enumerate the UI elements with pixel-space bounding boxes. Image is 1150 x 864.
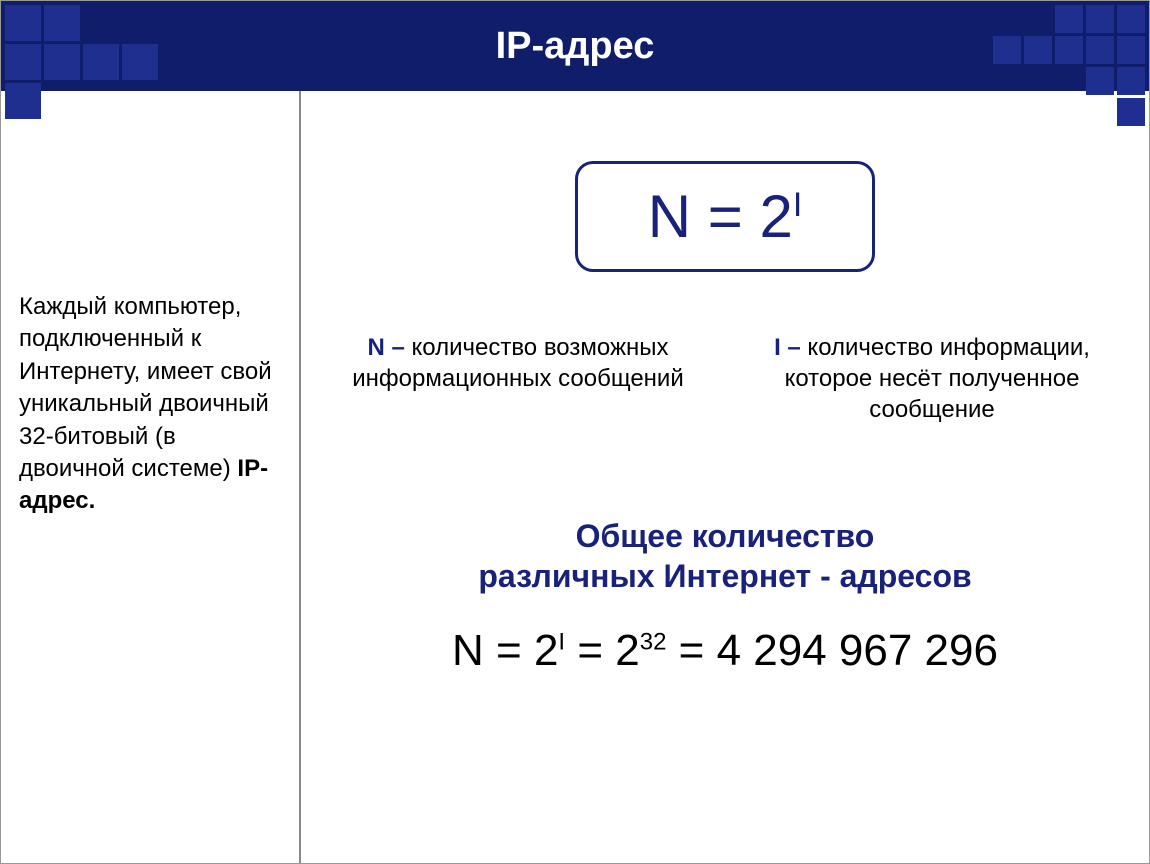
eq-p1: N = 2: [452, 626, 558, 675]
decor-squares-left: [5, 5, 158, 119]
main-content: N = 2I N – количество возможных информац…: [301, 91, 1149, 863]
definition-i: I – количество информации, которое несёт…: [762, 332, 1102, 426]
eq-e2: 32: [640, 628, 667, 655]
sidebar-text: Каждый компьютер, подключенный к Интерне…: [19, 293, 272, 482]
slide-body: Каждый компьютер, подключенный к Интерне…: [1, 91, 1149, 863]
formula-eq: = 2: [691, 183, 793, 250]
def-i-text: количество информации, которое несёт пол…: [785, 334, 1090, 423]
formula-lhs: N: [648, 183, 691, 250]
definition-n: N – количество возможных информационных …: [348, 332, 688, 426]
formula-exp: I: [793, 186, 802, 224]
formula-box: N = 2I: [575, 161, 876, 272]
definitions-row: N – количество возможных информационных …: [331, 332, 1119, 426]
def-n-lead: N –: [367, 334, 411, 361]
sidebar: Каждый компьютер, подключенный к Интерне…: [1, 91, 301, 863]
formula-text: N = 2I: [648, 183, 803, 250]
subheading-line2: различных Интернет - адресов: [331, 556, 1119, 596]
slide-header: IP-адрес: [1, 1, 1149, 91]
eq-p3: = 4 294 967 296: [666, 626, 998, 675]
def-i-lead: I –: [774, 334, 807, 361]
count-equation: N = 2I = 232 = 4 294 967 296: [331, 626, 1119, 676]
slide: IP-адрес Каждый компьютер, подключенный …: [0, 0, 1150, 864]
slide-title: IP-адрес: [496, 25, 655, 67]
subheading: Общее количество различных Интернет - ад…: [331, 516, 1119, 596]
subheading-line1: Общее количество: [331, 516, 1119, 556]
eq-p2: = 2: [565, 626, 640, 675]
